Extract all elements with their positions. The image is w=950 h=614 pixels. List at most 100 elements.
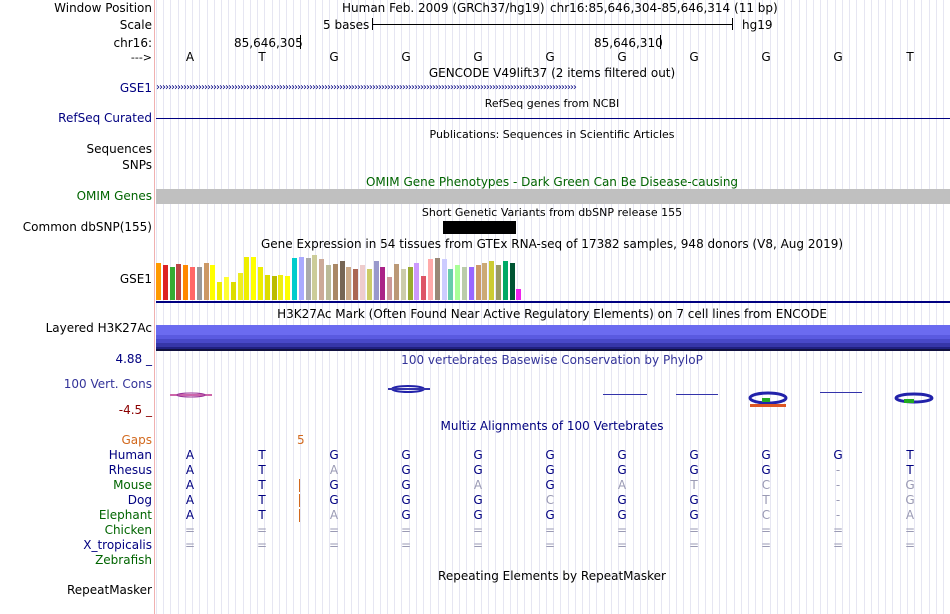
- gtex-bar[interactable]: [434, 258, 440, 300]
- species-label[interactable]: Dog: [127, 493, 152, 507]
- gtex-bar[interactable]: [210, 265, 216, 300]
- gtex-bar[interactable]: [428, 259, 433, 300]
- refseq-feature[interactable]: [156, 118, 950, 119]
- gtex-bar[interactable]: [448, 268, 454, 300]
- dbsnp-title[interactable]: Short Genetic Variants from dbSNP releas…: [421, 206, 683, 219]
- gtex-bar[interactable]: [482, 262, 488, 300]
- gtex-bar[interactable]: [278, 274, 284, 300]
- gtex-bar[interactable]: [400, 268, 406, 300]
- species-label[interactable]: Mouse: [113, 478, 152, 492]
- species-label[interactable]: Rhesus: [108, 463, 152, 477]
- gencode-title[interactable]: GENCODE V49lift37 (2 items filtered out): [428, 66, 676, 80]
- gencode-label[interactable]: GSE1: [119, 81, 152, 95]
- gtex-bar[interactable]: [332, 264, 338, 300]
- gtex-label[interactable]: GSE1: [119, 272, 152, 286]
- dbsnp-label[interactable]: Common dbSNP(155): [22, 220, 152, 234]
- gtex-bar[interactable]: [183, 265, 189, 300]
- gtex-bar[interactable]: [312, 255, 318, 300]
- gtex-bar[interactable]: [387, 277, 393, 300]
- gtex-bar[interactable]: [360, 265, 365, 300]
- gtex-bar[interactable]: [373, 261, 379, 300]
- gtex-bar[interactable]: [366, 268, 372, 300]
- species-label[interactable]: Elephant: [98, 508, 152, 522]
- species-label[interactable]: X_tropicalis: [83, 538, 152, 552]
- gtex-title[interactable]: Gene Expression in 54 tissues from GTEx …: [260, 237, 844, 251]
- gtex-bar[interactable]: [224, 277, 229, 300]
- gtex-bar[interactable]: [319, 259, 325, 300]
- grid-line: [567, 0, 569, 614]
- snps-label[interactable]: SNPs: [122, 158, 152, 172]
- gaps-label[interactable]: Gaps: [121, 433, 152, 447]
- gtex-bar[interactable]: [339, 261, 345, 300]
- alignment-base: A: [617, 478, 627, 492]
- gtex-bar[interactable]: [326, 265, 331, 300]
- gtex-bar[interactable]: [217, 282, 223, 300]
- grid-line: [509, 0, 511, 614]
- gtex-bar[interactable]: [230, 282, 236, 300]
- phylop-logo[interactable]: [156, 370, 950, 415]
- omim-title[interactable]: OMIM Gene Phenotypes - Dark Green Can Be…: [365, 175, 739, 189]
- h3k27ac-title[interactable]: H3K27Ac Mark (Often Found Near Active Re…: [277, 307, 827, 321]
- refseq-label[interactable]: RefSeq Curated: [58, 111, 152, 125]
- gtex-bar[interactable]: [455, 265, 461, 300]
- gtex-bar[interactable]: [380, 267, 386, 300]
- gtex-bar[interactable]: [305, 258, 311, 300]
- gtex-bar[interactable]: [346, 267, 352, 300]
- gtex-bar[interactable]: [190, 267, 195, 300]
- gtex-bar[interactable]: [353, 268, 359, 300]
- gtex-bar[interactable]: [502, 261, 508, 300]
- species-label[interactable]: Human: [108, 448, 152, 462]
- gtex-bar[interactable]: [237, 273, 243, 300]
- gtex-bar[interactable]: [298, 256, 304, 300]
- gtex-bar[interactable]: [414, 262, 420, 300]
- repeatmasker-label[interactable]: RepeatMasker: [66, 583, 152, 597]
- species-label[interactable]: Chicken: [104, 523, 152, 537]
- reference-base: A: [185, 50, 195, 64]
- gtex-bar[interactable]: [271, 276, 277, 300]
- h3k27ac-signal[interactable]: [156, 325, 950, 351]
- publications-title[interactable]: Publications: Sequences in Scientific Ar…: [429, 128, 675, 141]
- gtex-bar[interactable]: [509, 262, 515, 300]
- gtex-bar[interactable]: [394, 264, 399, 300]
- alignment-base: -: [835, 463, 841, 477]
- gtex-bar[interactable]: [258, 267, 263, 300]
- sequences-label[interactable]: Sequences: [86, 142, 152, 156]
- multiz-title[interactable]: Multiz Alignments of 100 Vertebrates: [440, 419, 664, 433]
- gtex-bar[interactable]: [421, 276, 427, 300]
- gtex-bar[interactable]: [203, 262, 209, 300]
- gtex-bar[interactable]: [489, 261, 495, 300]
- gtex-bar-chart[interactable]: [156, 254, 536, 300]
- gtex-bar[interactable]: [496, 265, 501, 300]
- gtex-bar[interactable]: [169, 267, 175, 300]
- gtex-bar[interactable]: [162, 265, 168, 300]
- gap-marker: [299, 494, 300, 507]
- gencode-feature[interactable]: ››››››››››››››››››››››››››››››››››››››››…: [156, 82, 577, 93]
- gtex-bar[interactable]: [475, 265, 481, 300]
- gtex-bar[interactable]: [156, 262, 161, 300]
- gap-value[interactable]: 5: [297, 433, 305, 447]
- phylop-label[interactable]: 100 Vert. Cons: [63, 377, 152, 391]
- omim-label[interactable]: OMIM Genes: [76, 189, 152, 203]
- gtex-bar[interactable]: [407, 267, 413, 300]
- h3k27ac-label[interactable]: Layered H3K27Ac: [45, 321, 152, 335]
- gtex-bar[interactable]: [462, 267, 467, 300]
- species-label[interactable]: Zebrafish: [95, 553, 152, 567]
- refseq-title[interactable]: RefSeq genes from NCBI: [484, 97, 620, 110]
- gtex-bar[interactable]: [251, 256, 257, 300]
- omim-feature[interactable]: [156, 189, 950, 204]
- dbsnp-variant[interactable]: [443, 221, 516, 234]
- gtex-bar[interactable]: [468, 267, 474, 300]
- repeatmasker-title[interactable]: Repeating Elements by RepeatMasker: [438, 569, 666, 583]
- gtex-bar[interactable]: [292, 258, 297, 300]
- phylop-title[interactable]: 100 vertebrates Basewise Conservation by…: [401, 353, 703, 367]
- gtex-bar[interactable]: [176, 264, 182, 300]
- gtex-bar[interactable]: [196, 267, 202, 300]
- grid-line: [581, 0, 583, 614]
- gtex-bar[interactable]: [244, 256, 250, 300]
- gtex-bar[interactable]: [516, 289, 522, 300]
- gtex-bar[interactable]: [285, 276, 291, 300]
- gtex-bar[interactable]: [441, 259, 447, 300]
- gap-marker: [299, 479, 300, 492]
- gtex-bar[interactable]: [264, 274, 270, 300]
- scale-text: 5 bases: [323, 18, 370, 32]
